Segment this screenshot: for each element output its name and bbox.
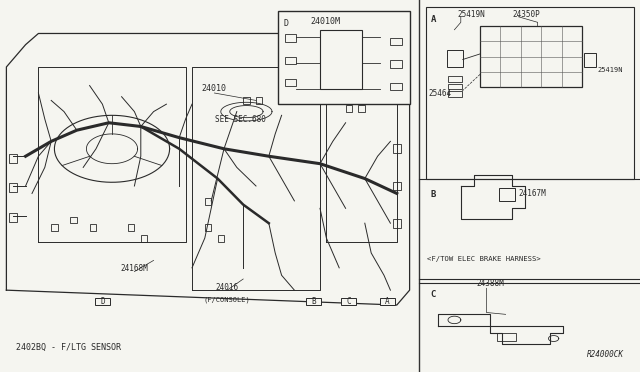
Bar	[218, 235, 224, 242]
Bar	[448, 76, 462, 82]
Text: 25464: 25464	[429, 89, 452, 97]
Text: SEE SEC.680: SEE SEC.680	[214, 115, 266, 124]
Bar	[341, 298, 356, 305]
Bar	[285, 79, 296, 86]
Text: D: D	[100, 297, 105, 306]
Text: 25419N: 25419N	[598, 67, 623, 73]
Bar	[90, 224, 96, 231]
Bar	[306, 298, 321, 305]
Bar	[448, 91, 462, 97]
Bar	[205, 198, 211, 205]
Bar	[390, 83, 402, 90]
Bar	[285, 57, 296, 64]
Bar	[128, 224, 134, 231]
Bar	[447, 50, 463, 67]
Bar	[9, 213, 17, 222]
Bar	[278, 11, 410, 104]
Text: (F/CONSOLE): (F/CONSOLE)	[204, 297, 251, 303]
Bar	[205, 224, 211, 231]
Bar	[584, 53, 596, 67]
Bar	[358, 105, 365, 112]
Bar	[256, 97, 262, 104]
Text: 24168M: 24168M	[120, 264, 148, 273]
Text: B: B	[311, 297, 316, 306]
Bar	[51, 224, 58, 231]
Bar	[9, 154, 17, 163]
Bar	[243, 97, 250, 104]
Bar	[390, 60, 402, 68]
Text: A: A	[431, 15, 436, 24]
Text: <F/TOW ELEC BRAKE HARNESS>: <F/TOW ELEC BRAKE HARNESS>	[427, 256, 541, 262]
Bar	[320, 30, 362, 89]
Text: 24016: 24016	[216, 283, 239, 292]
Text: 2402BQ - F/LTG SENSOR: 2402BQ - F/LTG SENSOR	[16, 343, 121, 352]
Text: 24388M: 24388M	[477, 279, 504, 288]
Text: 24167M: 24167M	[518, 189, 546, 198]
Bar	[393, 182, 401, 190]
Text: R24000CK: R24000CK	[587, 350, 624, 359]
Bar	[426, 7, 634, 179]
Text: C: C	[431, 290, 436, 299]
Text: 24010M: 24010M	[310, 17, 340, 26]
Text: C: C	[346, 297, 351, 306]
Bar	[141, 235, 147, 242]
Text: 24350P: 24350P	[512, 10, 540, 19]
Bar	[390, 38, 402, 45]
Text: D: D	[284, 19, 289, 28]
Bar	[9, 183, 17, 192]
Bar	[95, 298, 110, 305]
Bar	[480, 26, 582, 87]
Text: A: A	[385, 297, 390, 306]
Text: 24010: 24010	[202, 84, 227, 93]
Bar	[448, 84, 462, 89]
Bar	[380, 298, 395, 305]
Bar	[393, 219, 401, 228]
Bar	[70, 217, 77, 223]
Bar	[285, 34, 296, 42]
Text: B: B	[431, 190, 436, 199]
Bar	[346, 105, 352, 112]
Bar	[499, 188, 515, 201]
Bar	[497, 333, 516, 341]
Bar	[393, 144, 401, 153]
Text: 25419N: 25419N	[458, 10, 485, 19]
